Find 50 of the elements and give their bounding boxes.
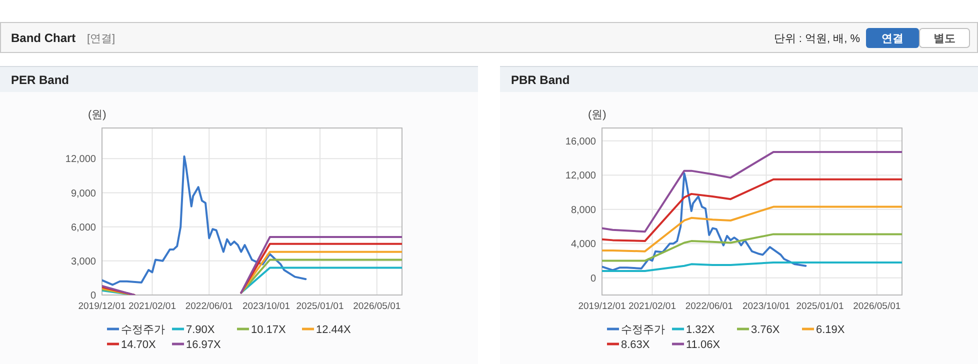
x-tick-label: 2023/10/01 <box>742 301 790 312</box>
text: 단위 : 억원, 배, % <box>774 33 860 45</box>
line-series <box>102 155 307 286</box>
y-tick-label: 12,000 <box>65 154 96 166</box>
x-tick-label: 2019/12/01 <box>578 301 626 312</box>
y-tick-label: 16,000 <box>565 136 596 148</box>
line-series <box>602 178 902 242</box>
legend-label: 3.76X <box>751 324 780 336</box>
legend-label: 10.17X <box>251 324 287 336</box>
legend-label: 14.70X <box>121 339 157 351</box>
y-tick-label: 0 <box>590 273 596 284</box>
text: 별도 <box>934 33 956 45</box>
line-series <box>602 233 902 262</box>
y-tick-label: 9,000 <box>70 188 96 200</box>
x-tick-label: 2026/05/01 <box>853 301 901 312</box>
legend-label: 11.06X <box>686 339 721 351</box>
line-series <box>602 206 902 252</box>
line-series <box>602 261 902 272</box>
legend-label: 수정주가 <box>121 324 165 336</box>
y-axis-title: (원) <box>588 109 606 121</box>
y-tick-label: 8,000 <box>570 204 596 216</box>
legend-label: 16.97X <box>186 339 222 351</box>
x-tick-label: 2026/05/01 <box>353 301 401 312</box>
y-axis-title: (원) <box>88 109 106 121</box>
y-tick-label: 0 <box>90 290 96 302</box>
chart-title: PER Band <box>11 73 70 87</box>
y-tick-label: 12,000 <box>565 170 596 182</box>
x-tick-label: 2022/06/01 <box>685 301 733 312</box>
legend-label: 1.32X <box>686 324 716 336</box>
x-tick-label: 2021/02/01 <box>128 301 176 312</box>
chart-title: PBR Band <box>511 73 570 87</box>
legend-label: 6.19X <box>816 324 846 336</box>
line-series <box>602 150 902 233</box>
text: Band Chart <box>11 31 76 45</box>
x-tick-label: 2023/10/01 <box>242 301 290 312</box>
legend-label: 8.63X <box>621 339 650 351</box>
y-tick-label: 6,000 <box>70 222 96 234</box>
x-tick-label: 2019/12/01 <box>78 301 126 312</box>
y-tick-label: 4,000 <box>570 239 596 250</box>
legend-label: 수정주가 <box>621 324 665 336</box>
x-tick-label: 2021/02/01 <box>628 301 676 312</box>
x-tick-label: 2025/01/01 <box>796 301 844 312</box>
legend-label: 12.44X <box>316 324 352 336</box>
y-tick-label: 3,000 <box>70 256 96 268</box>
text: 연결 <box>882 33 904 45</box>
legend-label: 7.90X <box>186 324 216 336</box>
text: [연결] <box>87 33 116 45</box>
x-tick-label: 2025/01/01 <box>296 301 344 312</box>
line-series <box>602 172 807 272</box>
x-tick-label: 2022/06/01 <box>185 301 233 312</box>
